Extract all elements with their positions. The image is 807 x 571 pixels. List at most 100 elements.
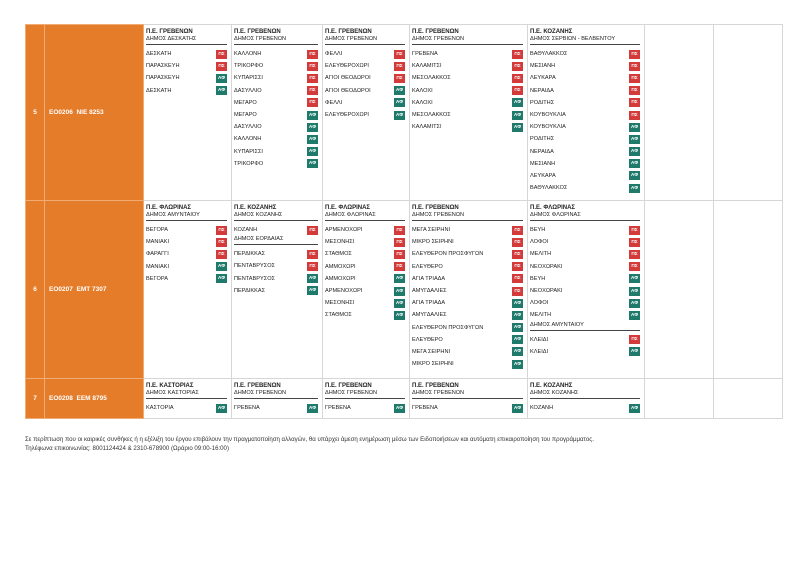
stop-group: Π.Ε. ΚΟΖΑΝΗΣ ΔΗΜΟΣ ΣΕΡΒΙΩΝ - ΒΕΛΒΕΝΤΟΥ ΒΑΘ…: [528, 25, 644, 197]
footer-disclaimer: Σε περίπτωση που οι καιρικές συνθήκες ή …: [25, 436, 594, 443]
stop-item: ΑΡΜΕΝΟΧΩΡΙ ΑΦ: [325, 285, 405, 297]
municipality: ΔΗΜΟΣ ΚΟΖΑΝΗΣ: [530, 390, 640, 399]
stop-item: ΜΕΣΙΑΝΗ ΠΣ: [530, 60, 640, 72]
stop-name: ΕΛΕΥΘΕΡΟ: [412, 263, 443, 270]
regional-unit: Π.Ε. ΦΛΩΡΙΝΑΣ: [325, 205, 371, 211]
stop-badge: ΠΣ: [629, 335, 640, 345]
stop-group: Π.Ε. ΓΡΕΒΕΝΩΝ ΔΗΜΟΣ ΓΡΕΒΕΝΩΝ ΓΡΕΒΕΝΑ ΠΣ ΚΑΛΑ…: [410, 25, 527, 136]
stop-badge: ΠΣ: [629, 225, 640, 235]
stop-item: ΔΕΣΚΑΤΗ ΠΣ: [146, 48, 227, 60]
stop-badge: ΑΦ: [307, 403, 318, 413]
stop-name: ΤΡΙΚΟΡΦΟ: [234, 160, 264, 167]
stop-group-cell: Π.Ε. ΓΡΕΒΕΝΩΝ ΔΗΜΟΣ ΓΡΕΒΕΝΩΝ ΓΡΕΒΕΝΑ ΠΣ ΚΑΛΑ…: [409, 24, 528, 201]
stop-badge: ΠΣ: [512, 225, 523, 235]
stop-name: ΒΑΘΥΛΑΚΚΟΣ: [530, 51, 568, 58]
stop-item: ΑΜΥΓΔΑΛΙΕΣ ΑΦ: [412, 309, 523, 321]
stop-item: ΦΕΛΛΙ ΠΣ: [325, 48, 405, 60]
stop-badge: ΑΦ: [512, 122, 523, 132]
stop-item: ΚΛΕΙΔΙ ΑΦ: [530, 346, 640, 358]
municipality: ΔΗΜΟΣ ΑΜΥΝΤΑΙΟΥ: [146, 212, 227, 221]
stop-group-cell: Π.Ε. ΚΟΖΑΝΗΣ ΔΗΜΟΣ ΚΟΖΑΝΗΣ ΚΟΖΑΝΗ ΑΦ: [527, 378, 645, 419]
stop-name: ΜΕΛΙΤΗ: [530, 251, 552, 258]
stop-name: ΚΑΛΟΧΙ: [412, 87, 433, 94]
stop-badge: ΑΦ: [216, 403, 227, 413]
stop-item: ΑΜΥΓΔΑΛΙΕΣ ΠΣ: [412, 285, 523, 297]
route-code: EO0207 ΕΜΤ 7307: [44, 200, 144, 379]
stop-name: ΣΤΑΘΜΟΣ: [325, 312, 352, 319]
stop-name: ΠΕΝΤΑΒΡΥΣΟΣ: [234, 263, 276, 270]
regional-unit: Π.Ε. ΓΡΕΒΕΝΩΝ: [146, 29, 193, 35]
stop-item: ΝΕΡΑΙΔΑ ΑΦ: [530, 146, 640, 158]
stop-item: ΕΛΕΥΘΕΡΟ ΑΦ: [412, 334, 523, 346]
stop-badge: ΠΣ: [394, 49, 405, 59]
empty-cell: [644, 24, 714, 201]
stop-badge: ΠΣ: [512, 249, 523, 259]
stop-name: ΚΑΛΛΟΝΗ: [234, 51, 262, 58]
stop-name: ΚΑΣΤΟΡΙΑ: [146, 405, 174, 412]
stop-group-cell: Π.Ε. ΓΡΕΒΕΝΩΝ ΔΗΜΟΣ ΓΡΕΒΕΝΩΝ ΜΕΓΑ ΣΕΙΡΗΝΙ Π…: [409, 200, 528, 379]
stop-item: ΠΑΡΑΣΚΕΥΗ ΑΦ: [146, 72, 227, 84]
stop-item: ΝΕΟΧΩΡΑΚΙ ΠΣ: [530, 261, 640, 273]
stop-group-cell: Π.Ε. ΓΡΕΒΕΝΩΝ ΔΗΜΟΣ ΓΡΕΒΕΝΩΝ ΚΑΛΛΟΝΗ ΠΣ ΤΡΙΚ…: [231, 24, 323, 201]
stop-item: ΚΑΛΟΧΙ ΠΣ: [412, 85, 523, 97]
vehicle-plate: ΝΙΕ 8253: [76, 109, 104, 116]
stop-item: ΒΕΥΗ ΑΦ: [530, 273, 640, 285]
stop-badge: ΑΦ: [394, 110, 405, 120]
stop-badge: ΠΣ: [307, 98, 318, 108]
stop-item: ΜΕΓΑ ΣΕΙΡΗΝΙ ΠΣ: [412, 224, 523, 236]
stop-badge: ΠΣ: [216, 49, 227, 59]
stop-badge: ΠΣ: [512, 49, 523, 59]
stop-name: ΜΕΣΟΛΑΚΚΟΣ: [412, 112, 451, 119]
regional-unit: Π.Ε. ΚΟΖΑΝΗΣ: [234, 205, 277, 211]
stop-item: ΣΤΑΘΜΟΣ ΑΦ: [325, 309, 405, 321]
stop-badge: ΑΦ: [216, 86, 227, 96]
stop-item: ΑΓΙΑ ΤΡΙΑΔΑ ΠΣ: [412, 273, 523, 285]
stop-badge: ΠΣ: [629, 61, 640, 71]
stop-name: ΑΓΙΟΙ ΘΕΟΔΩΡΟΙ: [325, 87, 371, 94]
stop-group-cell: Π.Ε. ΓΡΕΒΕΝΩΝ ΔΗΜΟΣ ΔΕΣΚΑΤΗΣ ΔΕΣΚΑΤΗ ΠΣ ΠΑΡΑ…: [143, 24, 232, 201]
stop-item: ΚΛΕΙΔΙ ΠΣ: [530, 334, 640, 346]
stop-badge: ΑΦ: [629, 274, 640, 284]
stop-item: ΕΛΕΥΘΕΡΟΧΩΡΙ ΠΣ: [325, 60, 405, 72]
stop-item: ΠΕΝΤΑΒΡΥΣΟΣ ΠΣ: [234, 260, 318, 272]
stop-item: ΚΟΖΑΝΗ ΠΣ: [234, 224, 318, 236]
stop-badge: ΑΦ: [629, 171, 640, 181]
stop-badge: ΑΦ: [512, 403, 523, 413]
stop-badge: ΠΣ: [512, 262, 523, 272]
stop-name: ΚΟΥΒΟΥΚΛΙΑ: [530, 124, 566, 131]
stop-group-cell: Π.Ε. ΓΡΕΒΕΝΩΝ ΔΗΜΟΣ ΓΡΕΒΕΝΩΝ ΓΡΕΒΕΝΑ ΑΦ: [231, 378, 323, 419]
stop-badge: ΑΦ: [216, 262, 227, 272]
stop-badge: ΑΦ: [512, 323, 523, 333]
stop-item: ΑΜΜΟΧΩΡΙ ΑΦ: [325, 273, 405, 285]
stop-name: ΛΕΥΚΑΡΑ: [530, 172, 556, 179]
regional-unit: Π.Ε. ΦΛΩΡΙΝΑΣ: [146, 205, 192, 211]
stop-badge: ΠΣ: [629, 249, 640, 259]
stop-badge: ΑΦ: [394, 274, 405, 284]
stop-badge: ΑΦ: [307, 159, 318, 169]
stop-item: ΤΡΙΚΟΡΦΟ ΑΦ: [234, 158, 318, 170]
stop-item: ΒΕΓΟΡΑ ΑΦ: [146, 273, 227, 285]
stop-badge: ΑΦ: [629, 286, 640, 296]
municipality: ΔΗΜΟΣ ΦΛΩΡΙΝΑΣ: [325, 212, 405, 221]
stop-item: ΔΕΣΚΑΤΗ ΑΦ: [146, 85, 227, 97]
stop-name: ΤΡΙΚΟΡΦΟ: [234, 63, 264, 70]
stop-group: Π.Ε. ΓΡΕΒΕΝΩΝ ΔΗΜΟΣ ΓΡΕΒΕΝΩΝ ΓΡΕΒΕΝΑ ΑΦ: [410, 379, 527, 417]
stop-group: Π.Ε. ΓΡΕΒΕΝΩΝ ΔΗΜΟΣ ΔΕΣΚΑΤΗΣ ΔΕΣΚΑΤΗ ΠΣ ΠΑΡΑ…: [144, 25, 231, 100]
stop-name: ΠΕΡΔΙΚΚΑΣ: [234, 251, 266, 258]
stop-item: ΛΕΥΚΑΡΑ ΑΦ: [530, 170, 640, 182]
stop-item: ΒΕΥΗ ΠΣ: [530, 224, 640, 236]
stop-item: ΑΡΜΕΝΟΧΩΡΙ ΠΣ: [325, 224, 405, 236]
schedule-row: 6 EO0207 ΕΜΤ 7307 Π.Ε. ΦΛΩΡΙΝΑΣ ΔΗΜΟΣ ΑΜΥΝΤ…: [25, 200, 783, 379]
stop-item: ΛΟΦΟΙ ΠΣ: [530, 236, 640, 248]
stop-group: Π.Ε. ΚΟΖΑΝΗΣ ΔΗΜΟΣ ΚΟΖΑΝΗΣ ΚΟΖΑΝΗ ΑΦ: [528, 379, 644, 417]
stop-group-cell: Π.Ε. ΓΡΕΒΕΝΩΝ ΔΗΜΟΣ ΓΡΕΒΕΝΩΝ ΓΡΕΒΕΝΑ ΑΦ: [322, 378, 410, 419]
stop-item: ΛΕΥΚΑΡΑ ΠΣ: [530, 72, 640, 84]
regional-unit: Π.Ε. ΓΡΕΒΕΝΩΝ: [412, 29, 459, 35]
stop-name: ΑΜΥΓΔΑΛΙΕΣ: [412, 312, 447, 319]
stop-group-cell: Π.Ε. ΓΡΕΒΕΝΩΝ ΔΗΜΟΣ ΓΡΕΒΕΝΩΝ ΓΡΕΒΕΝΑ ΑΦ: [409, 378, 528, 419]
stop-badge: ΑΦ: [307, 122, 318, 132]
route-code: EO0208 ΕΕΜ 8795: [44, 378, 144, 419]
stop-name: ΚΛΕΙΔΙ: [530, 348, 549, 355]
stop-item: ΝΕΡΑΙΔΑ ΠΣ: [530, 85, 640, 97]
stop-item: ΜΙΚΡΟ ΣΕΙΡΗΝΙ ΑΦ: [412, 358, 523, 370]
